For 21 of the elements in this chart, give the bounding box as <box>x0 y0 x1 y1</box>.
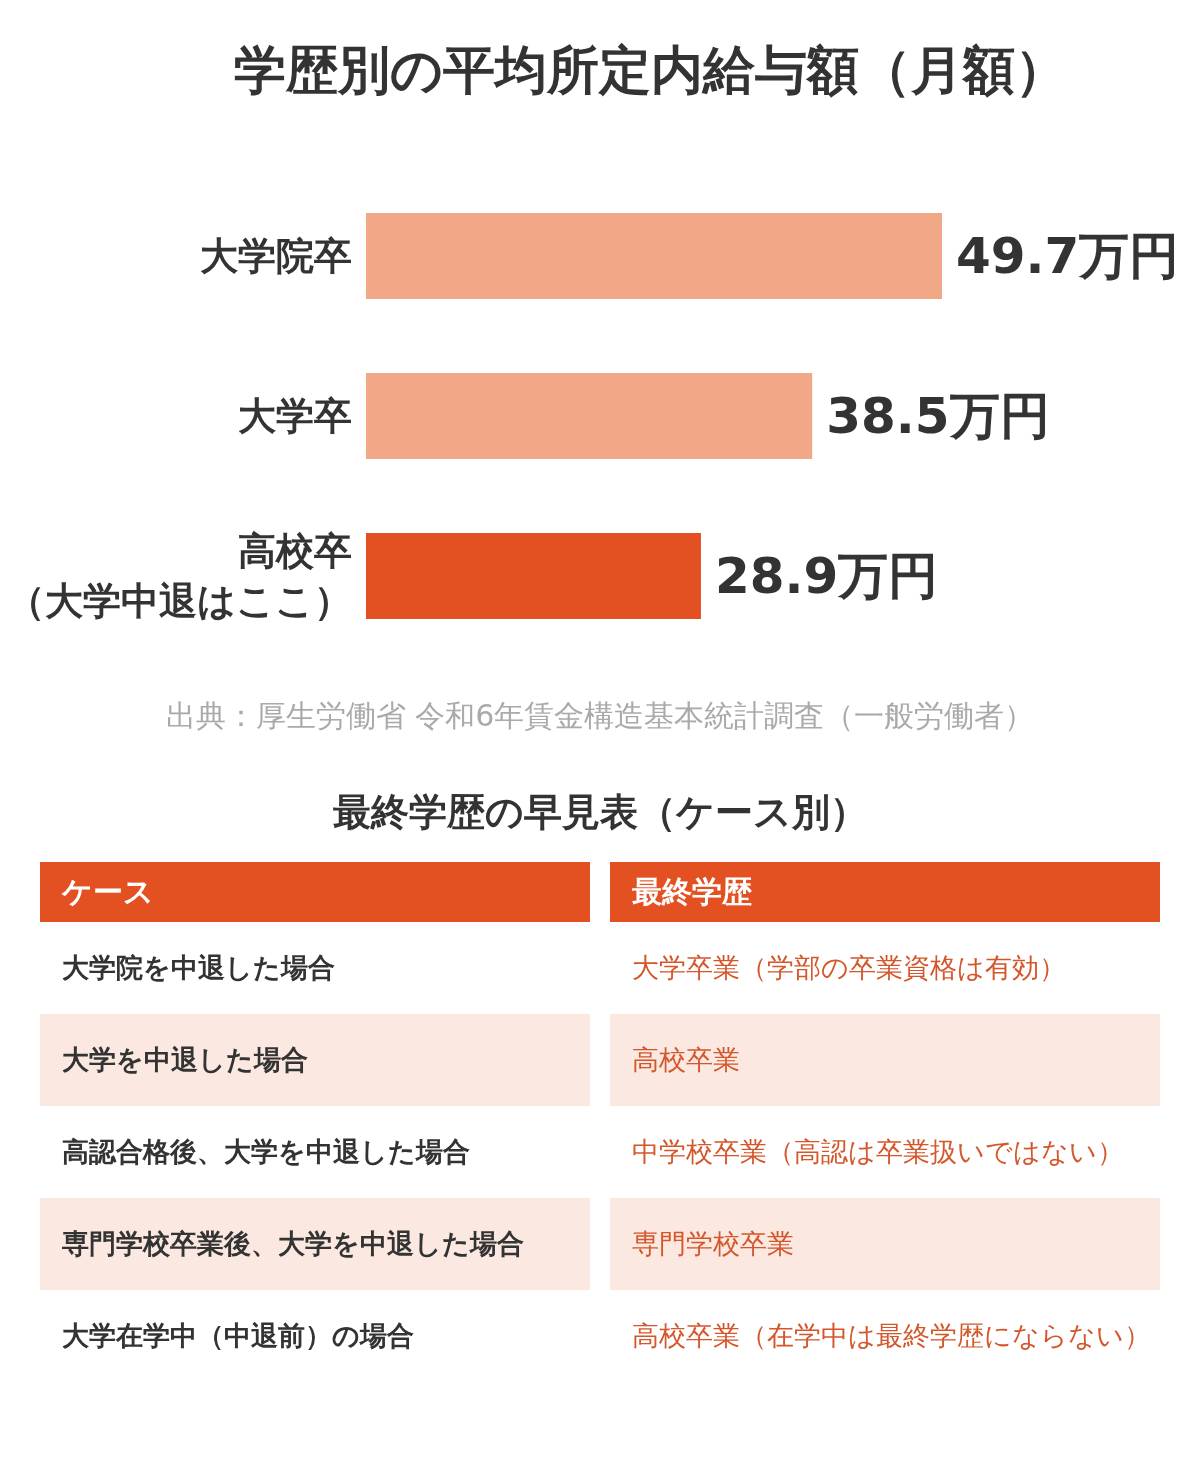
text: 高校卒業 <box>610 1014 1160 1106</box>
chart-title: 学歴別の平均所定内給与額（月額） <box>232 39 1068 102</box>
text: 中学校卒業（高認は卒業扱いではない） <box>631 1135 1125 1169</box>
text: 専門学校卒業後、大学を中退した場合 <box>40 1198 590 1290</box>
data-label: 38.5万円 <box>826 387 1050 445</box>
y-tick-label: 大学院卒 <box>199 233 352 280</box>
category-label: 最終学歴 <box>610 862 1160 922</box>
source-note: 出典：厚生労働省 令和6年賃金構造基本統計調査（一般労働者） <box>164 697 1036 735</box>
text: 大学在学中（中退前）の場合 <box>61 1319 415 1353</box>
text: 大学を中退した場合 <box>40 1014 590 1106</box>
text: 専門学校卒業 <box>610 1198 1160 1290</box>
data-label: 28.9万円 <box>714 547 939 605</box>
text: 高認合格後、大学を中退した場合 <box>61 1135 471 1169</box>
text: 高校卒業（在学中は最終学歴にならない） <box>631 1319 1152 1353</box>
text: 最終学歴の早見表（ケース別） <box>331 789 869 836</box>
text: 大学卒業（学部の卒業資格は有効） <box>631 951 1067 985</box>
category-label: ケース <box>40 862 590 922</box>
y-tick-label: 大学卒 <box>237 393 352 440</box>
data-label: 49.7万円 <box>956 227 1180 285</box>
y-tick-label: 高校卒（大学中退はここ） <box>7 528 352 625</box>
text: 大学院を中退した場合 <box>61 951 336 985</box>
